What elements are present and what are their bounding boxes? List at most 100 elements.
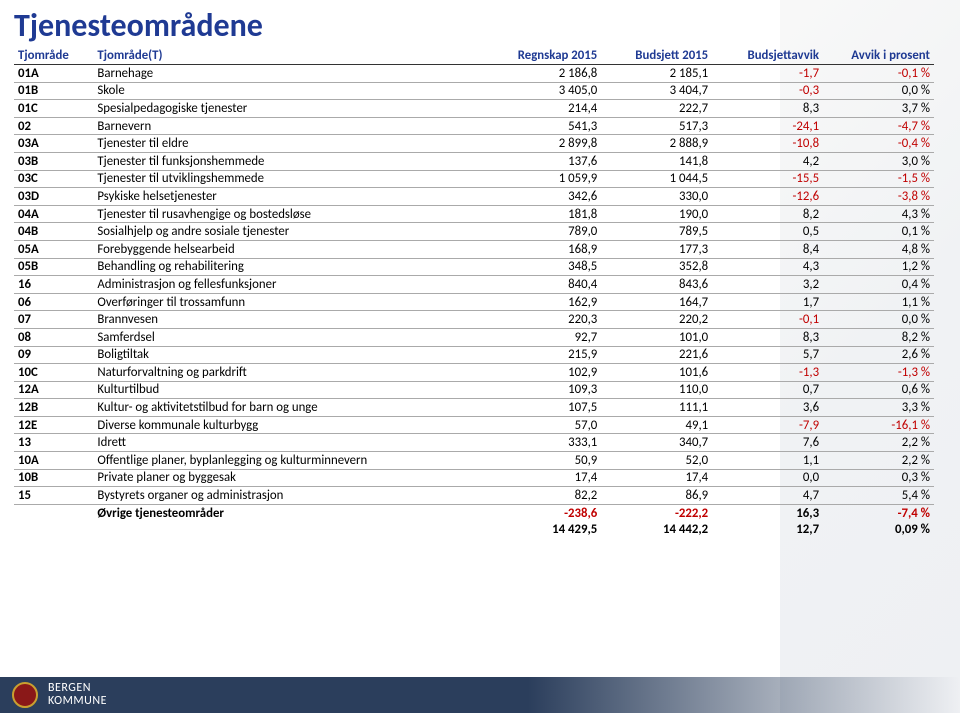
cell-value: -10,8 xyxy=(712,135,823,153)
cell-code: 04A xyxy=(14,205,93,223)
cell-value: -0,1 % xyxy=(823,65,934,83)
cell-value: 1 044,5 xyxy=(601,170,712,188)
cell-value: -24,1 xyxy=(712,117,823,135)
cell-code: 16 xyxy=(14,276,93,294)
cell-name: Bystyrets organer og administrasjon xyxy=(93,487,490,505)
cell-value: -0,1 xyxy=(712,311,823,329)
table-row: 15Bystyrets organer og administrasjon82,… xyxy=(14,487,934,505)
cell-value: 789,5 xyxy=(601,223,712,241)
cell-value: 5,7 xyxy=(712,346,823,364)
cell-name: Boligtiltak xyxy=(93,346,490,364)
cell-value: 222,7 xyxy=(601,100,712,118)
cell-name: Tjenester til funksjonshemmede xyxy=(93,152,490,170)
col-budsjett: Budsjett 2015 xyxy=(601,47,712,65)
cell-name: Skole xyxy=(93,82,490,100)
cell-value: 0,4 % xyxy=(823,276,934,294)
cell-value: 3,7 % xyxy=(823,100,934,118)
table-row: 04ATjenester til rusavhengige og bosteds… xyxy=(14,205,934,223)
cell-code: 05A xyxy=(14,240,93,258)
table-row: 16Administrasjon og fellesfunksjoner840,… xyxy=(14,276,934,294)
table-row: 05BBehandling og rehabilitering348,5352,… xyxy=(14,258,934,276)
cell-value: 14 429,5 xyxy=(490,521,601,538)
cell-value: 3,2 xyxy=(712,276,823,294)
table-row: 01CSpesialpedagogiske tjenester214,4222,… xyxy=(14,100,934,118)
cell-value: 333,1 xyxy=(490,434,601,452)
cell-value: 340,7 xyxy=(601,434,712,452)
table-row: 10CNaturforvaltning og parkdrift102,9101… xyxy=(14,364,934,382)
cell-value: 101,0 xyxy=(601,328,712,346)
cell-name: Sosialhjelp og andre sosiale tjenester xyxy=(93,223,490,241)
cell-value: 4,2 xyxy=(712,152,823,170)
table-row: 03DPsykiske helsetjenester342,6330,0-12,… xyxy=(14,188,934,206)
cell-value: 1 059,9 xyxy=(490,170,601,188)
cell-name: Naturforvaltning og parkdrift xyxy=(93,364,490,382)
table-row: 10BPrivate planer og byggesak17,417,40,0… xyxy=(14,469,934,487)
cell-value: 8,4 xyxy=(712,240,823,258)
cell-value: 92,7 xyxy=(490,328,601,346)
cell-value: 0,0 xyxy=(712,469,823,487)
cell-value: 82,2 xyxy=(490,487,601,505)
cell-value: -3,8 % xyxy=(823,188,934,206)
cell-value: -1,3 % xyxy=(823,364,934,382)
cell-name: Samferdsel xyxy=(93,328,490,346)
cell-value: 541,3 xyxy=(490,117,601,135)
cell-code: 10B xyxy=(14,469,93,487)
table-row: 08Samferdsel92,7101,08,38,2 % xyxy=(14,328,934,346)
cell-name: Diverse kommunale kulturbygg xyxy=(93,416,490,434)
cell-code xyxy=(14,521,93,538)
cell-value: -238,6 xyxy=(490,504,601,521)
cell-name: Forebyggende helsearbeid xyxy=(93,240,490,258)
cell-value: 3 404,7 xyxy=(601,82,712,100)
cell-value: 7,6 xyxy=(712,434,823,452)
cell-value: 8,2 % xyxy=(823,328,934,346)
table-row: 05AForebyggende helsearbeid168,9177,38,4… xyxy=(14,240,934,258)
cell-value: 4,7 xyxy=(712,487,823,505)
cell-value: 3,3 % xyxy=(823,399,934,417)
cell-value: 840,4 xyxy=(490,276,601,294)
cell-name: Spesialpedagogiske tjenester xyxy=(93,100,490,118)
slide-content: Tjenesteområdene Tjområde Tjområde(T) Re… xyxy=(0,0,960,538)
cell-name: Overføringer til trossamfunn xyxy=(93,293,490,311)
data-table: Tjområde Tjområde(T) Regnskap 2015 Budsj… xyxy=(14,47,934,538)
cell-value: -1,5 % xyxy=(823,170,934,188)
cell-value: 221,6 xyxy=(601,346,712,364)
cell-value: 57,0 xyxy=(490,416,601,434)
table-row: 03BTjenester til funksjonshemmede137,614… xyxy=(14,152,934,170)
cell-value: 164,7 xyxy=(601,293,712,311)
cell-value: 49,1 xyxy=(601,416,712,434)
cell-value: 0,0 % xyxy=(823,311,934,329)
cell-value: 4,3 xyxy=(712,258,823,276)
cell-value: 843,6 xyxy=(601,276,712,294)
cell-value: 0,1 % xyxy=(823,223,934,241)
table-row: Øvrige tjenesteområder-238,6-222,216,3-7… xyxy=(14,504,934,521)
cell-value: 1,1 xyxy=(712,452,823,470)
cell-code: 09 xyxy=(14,346,93,364)
cell-value: 1,7 xyxy=(712,293,823,311)
grand-total-row: 14 429,514 442,212,70,09 % xyxy=(14,521,934,538)
table-row: 07Brannvesen220,3220,2-0,10,0 % xyxy=(14,311,934,329)
cell-value: 5,4 % xyxy=(823,487,934,505)
table-row: 12EDiverse kommunale kulturbygg57,049,1-… xyxy=(14,416,934,434)
cell-value: 2 888,9 xyxy=(601,135,712,153)
cell-value: 107,5 xyxy=(490,399,601,417)
cell-value: 220,3 xyxy=(490,311,601,329)
cell-name: Øvrige tjenesteområder xyxy=(93,504,490,521)
cell-value: 3,6 xyxy=(712,399,823,417)
cell-value: 3,0 % xyxy=(823,152,934,170)
cell-code: 03B xyxy=(14,152,93,170)
cell-value: 215,9 xyxy=(490,346,601,364)
col-code: Tjområde xyxy=(14,47,93,65)
cell-code: 04B xyxy=(14,223,93,241)
cell-name: Private planer og byggesak xyxy=(93,469,490,487)
table-row: 03CTjenester til utviklingshemmede1 059,… xyxy=(14,170,934,188)
cell-value: 17,4 xyxy=(490,469,601,487)
cell-value: 8,3 xyxy=(712,100,823,118)
col-prosent: Avvik i prosent xyxy=(823,47,934,65)
cell-value: -0,4 % xyxy=(823,135,934,153)
cell-code: 03C xyxy=(14,170,93,188)
cell-value: 517,3 xyxy=(601,117,712,135)
cell-code: 07 xyxy=(14,311,93,329)
cell-name: Kultur- og aktivitetstilbud for barn og … xyxy=(93,399,490,417)
cell-value: 101,6 xyxy=(601,364,712,382)
cell-code xyxy=(14,504,93,521)
